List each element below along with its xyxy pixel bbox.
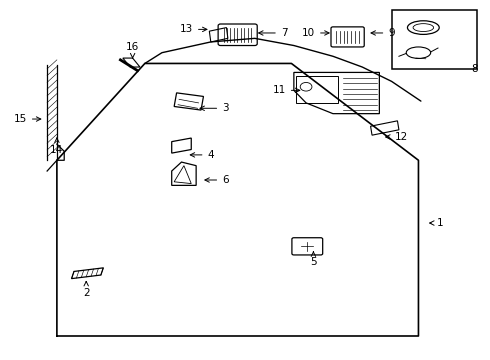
Text: 14: 14: [50, 138, 64, 154]
Text: 12: 12: [386, 132, 408, 142]
Text: 15: 15: [14, 114, 41, 124]
Text: 5: 5: [310, 252, 317, 267]
Text: 13: 13: [180, 24, 207, 35]
Text: 1: 1: [430, 218, 444, 228]
Bar: [296, 76, 338, 103]
Text: 6: 6: [205, 175, 229, 185]
Text: 9: 9: [371, 28, 395, 38]
Text: 3: 3: [200, 103, 229, 113]
Text: 4: 4: [190, 150, 214, 160]
Text: 8: 8: [471, 64, 478, 74]
Text: 2: 2: [83, 282, 90, 298]
Text: 7: 7: [259, 28, 288, 38]
Text: 11: 11: [272, 85, 300, 95]
Text: 16: 16: [126, 42, 139, 58]
Bar: [392, 10, 477, 69]
Text: 10: 10: [302, 28, 329, 38]
